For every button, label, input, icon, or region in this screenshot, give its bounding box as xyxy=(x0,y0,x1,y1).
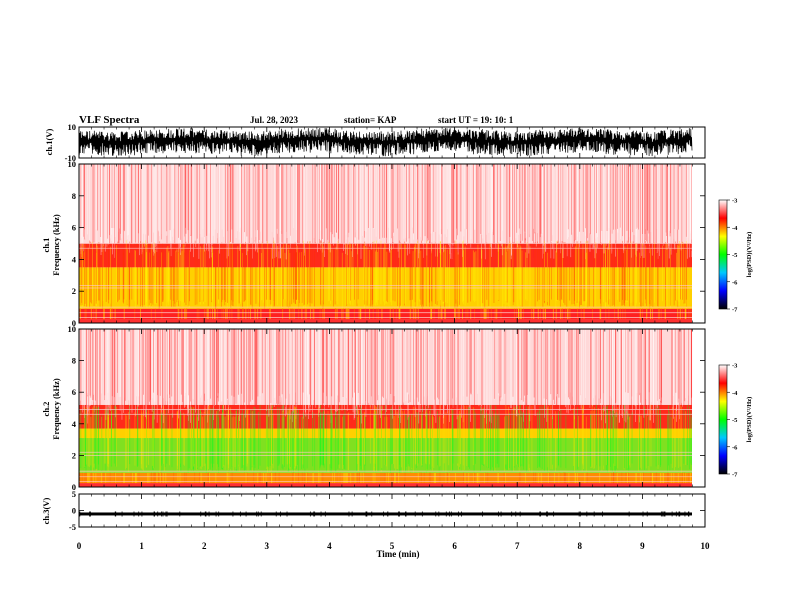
x-tick-label: 1 xyxy=(139,541,144,551)
y-tick-label: 6 xyxy=(72,387,76,397)
y-tick-label: 2 xyxy=(72,450,76,460)
y-tick-label: 10 xyxy=(68,159,77,169)
ch3-waveform-band xyxy=(79,512,692,516)
colorbar-tick-label: -7 xyxy=(732,307,738,314)
ch1-waveform-trace xyxy=(78,127,693,157)
ch1-spectrogram-ylabel-channel: ch.1 xyxy=(41,238,51,253)
colorbar-tick-label: -7 xyxy=(732,472,738,479)
y-tick-label: 2 xyxy=(72,286,76,296)
ch1-waveform-ylabel: ch.1(V) xyxy=(44,128,54,155)
colorbar-tick-label: -6 xyxy=(732,279,738,286)
x-tick-label: 3 xyxy=(265,541,270,551)
colorbar-tick-label: -4 xyxy=(732,225,738,232)
colorbar-rect xyxy=(718,199,728,310)
x-tick-label: 2 xyxy=(202,541,207,551)
ch2-spectrogram-ylabel-axis: Frequency (kHz) xyxy=(51,378,61,440)
y-tick-label: 8 xyxy=(72,356,76,366)
x-tick-label: 7 xyxy=(515,541,520,551)
ch1-spectrogram-ylabel-axis: Frequency (kHz) xyxy=(51,214,61,276)
ch2-colorbar: -3 -4 -5 -6 -7 log(PSD)(V²/Hz) xyxy=(718,363,753,479)
x-tick-label: 4 xyxy=(327,541,332,551)
y-tick-label: 0 xyxy=(72,506,76,516)
x-tick-label: 8 xyxy=(578,541,583,551)
y-tick-label: 5 xyxy=(72,489,76,499)
y-tick-label: 4 xyxy=(72,419,77,429)
y-tick-label: -10 xyxy=(65,153,76,163)
y-tick-label: -5 xyxy=(69,522,76,532)
spectrogram-band xyxy=(79,483,692,487)
ch3-waveform-panel: 5 0 -5 xyxy=(69,489,706,532)
x-tick-label: 10 xyxy=(701,541,711,551)
colorbar-tick-label: -6 xyxy=(732,444,738,451)
y-tick-label: 4 xyxy=(72,254,77,264)
colorbar-label: log(PSD)(V²/Hz) xyxy=(746,232,753,278)
colorbar-tick-label: -3 xyxy=(732,363,738,370)
header-station: station= KAP xyxy=(344,115,397,125)
x-tick-label: 6 xyxy=(452,541,457,551)
header-date: Jul. 28, 2023 xyxy=(250,115,299,125)
ch3-waveform-ylabel: ch.3(V) xyxy=(41,497,51,524)
spectrogram-band xyxy=(79,308,692,320)
x-tick-label: 0 xyxy=(77,541,82,551)
y-tick-label: 10 xyxy=(68,324,77,334)
ch1-colorbar: -3 -4 -5 -6 -7 log(PSD)(V²/Hz) xyxy=(718,198,753,314)
y-tick-label: 8 xyxy=(72,191,76,201)
figure-title: VLF Spectra xyxy=(79,114,140,126)
ch2-spectrogram-ylabel-channel: ch.2 xyxy=(41,402,51,417)
colorbar-tick-label: -4 xyxy=(732,390,738,397)
ch1-spectrogram-panel: 10 8 6 4 2 0 xyxy=(68,159,706,328)
y-tick-label: 0 xyxy=(72,482,76,492)
y-tick-label: 6 xyxy=(72,223,76,233)
y-tick-label: 0 xyxy=(72,318,76,328)
x-axis-label: Time (min) xyxy=(376,549,419,559)
header-start-ut: start UT = 19: 10: 1 xyxy=(438,115,514,125)
spectrogram-band xyxy=(79,428,692,439)
colorbar-tick-label: -3 xyxy=(732,198,738,205)
colorbar-rect xyxy=(718,364,728,475)
x-tick-label: 5 xyxy=(390,541,395,551)
colorbar-tick-label: -5 xyxy=(732,417,738,424)
colorbar-label: log(PSD)(V²/Hz) xyxy=(746,397,753,443)
ch1-waveform-panel: 10 -10 xyxy=(65,122,706,163)
ch2-spectrogram-panel: 10 8 6 4 2 0 xyxy=(68,324,706,492)
spectrogram-band xyxy=(79,319,692,323)
x-tick-label: 9 xyxy=(640,541,645,551)
colorbar-tick-label: -5 xyxy=(732,252,738,259)
time-axis: 0 1 2 3 4 5 6 7 8 9 10 xyxy=(77,541,710,551)
spectrogram-band xyxy=(79,404,692,429)
y-tick-label: 10 xyxy=(68,122,77,132)
